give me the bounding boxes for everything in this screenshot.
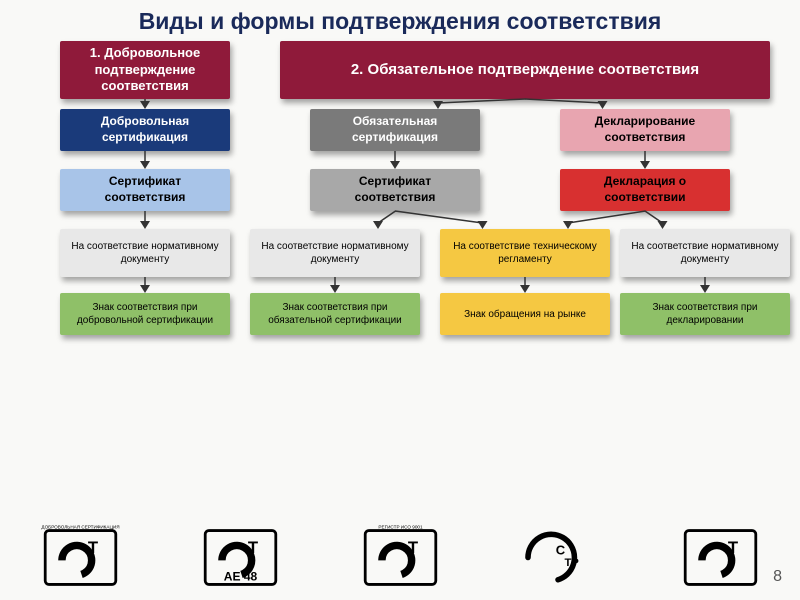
- flow-box-b13: Знак соответствия при добровольной серти…: [60, 293, 230, 335]
- flow-box-b15: Знак обращения на рынке: [440, 293, 610, 335]
- page-title: Виды и формы подтверждения соответствия: [0, 0, 800, 41]
- ctp-mark-icon: C ТР: [513, 525, 608, 595]
- arrow: [139, 275, 151, 295]
- flow-box-b5: Декларирование соответствия: [560, 109, 730, 151]
- svg-text:РЕГИСТР ИСО 9001: РЕГИСТР ИСО 9001: [378, 525, 423, 530]
- arrow: [639, 149, 651, 171]
- voluntary-cert-mark-icon: Т ДОБРОВОЛЬНАЯ СЕРТИФИКАЦИЯ: [33, 525, 128, 595]
- flow-box-b2: 2. Обязательное подтверждение соответств…: [280, 41, 770, 99]
- svg-text:Т: Т: [87, 538, 98, 557]
- arrow: [562, 209, 652, 231]
- svg-text:ДОБРОВОЛЬНАЯ СЕРТИФИКАЦИЯ: ДОБРОВОЛЬНАЯ СЕРТИФИКАЦИЯ: [41, 525, 119, 530]
- svg-text:Т: Т: [247, 538, 258, 557]
- flow-box-b8: Декларация о соответствии: [560, 169, 730, 211]
- flow-box-b6: Сертификат соответствия: [60, 169, 230, 211]
- mandatory-cert-mark-icon: Т АЕ 48: [193, 525, 288, 595]
- arrow: [519, 275, 531, 295]
- arrow: [329, 275, 341, 295]
- declaration-mark-icon: Т: [673, 525, 768, 595]
- arrow: [389, 149, 401, 171]
- svg-text:Т: Т: [407, 538, 418, 557]
- flow-box-b11: На соответствие техническому регламенту: [440, 229, 610, 277]
- flowchart-grid: 1. Добровольное подтверждение соответств…: [0, 41, 800, 581]
- flow-box-b7: Сертификат соответствия: [310, 169, 480, 211]
- flow-box-b3: Добровольная сертификация: [60, 109, 230, 151]
- arrow: [389, 209, 489, 231]
- arrow: [139, 149, 151, 171]
- flow-box-b10: На соответствие нормативному документу: [250, 229, 420, 277]
- svg-text:Т: Т: [727, 538, 738, 557]
- arrow: [639, 209, 669, 231]
- arrow: [139, 209, 151, 231]
- svg-text:C: C: [555, 543, 565, 558]
- flow-box-b1: 1. Добровольное подтверждение соответств…: [60, 41, 230, 99]
- arrow: [699, 275, 711, 295]
- page-number: 8: [773, 568, 782, 586]
- flow-box-b12: На соответствие нормативному документу: [620, 229, 790, 277]
- iso-register-mark-icon: Т РЕГИСТР ИСО 9001: [353, 525, 448, 595]
- arrow: [372, 209, 402, 231]
- svg-text:ТР: ТР: [564, 557, 579, 569]
- flow-box-b9: На соответствие нормативному документу: [60, 229, 230, 277]
- flow-box-b14: Знак соответствия при обязательной серти…: [250, 293, 420, 335]
- flow-box-b16: Знак соответствия при декларировании: [620, 293, 790, 335]
- flow-box-b4: Обязательная сертификация: [310, 109, 480, 151]
- logos-row: Т ДОБРОВОЛЬНАЯ СЕРТИФИКАЦИЯ Т АЕ 48 Т РЕГИС…: [0, 524, 800, 596]
- svg-text:АЕ 48: АЕ 48: [223, 570, 257, 584]
